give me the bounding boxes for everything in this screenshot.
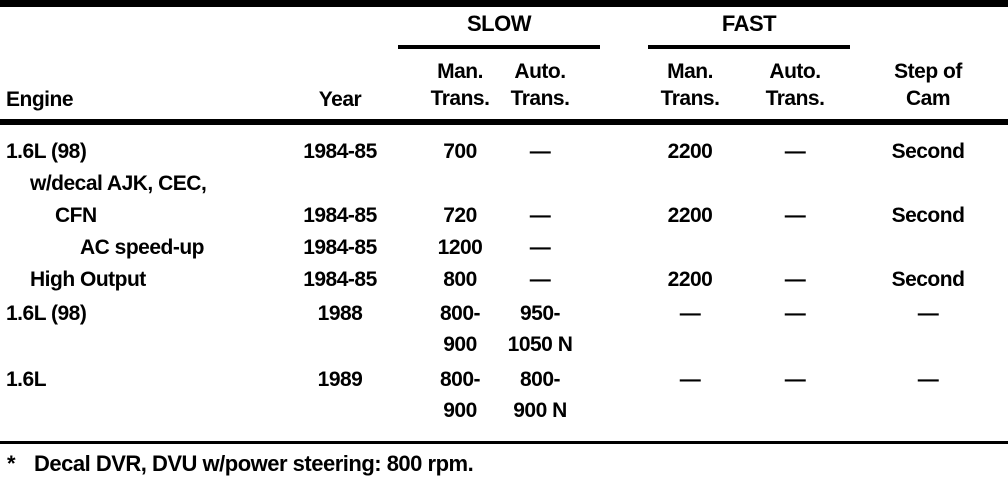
slow-auto-cell: — [529, 268, 551, 291]
footnote-asterisk: * [7, 451, 16, 476]
column-header-engine: Engine [6, 88, 74, 111]
column-header-step-of-cam: Step of Cam [894, 60, 962, 110]
slow-man-cell: 1200 [437, 236, 483, 259]
step-of-cam-cell: Second [891, 140, 965, 163]
year-cell: 1988 [317, 302, 363, 325]
engine-cell: 1.6L (98) [6, 140, 87, 163]
fast-man-cell: — [679, 302, 701, 325]
step-of-cam-cell: Second [891, 268, 965, 291]
slow-auto-cell: — [529, 236, 551, 259]
slow-auto-cell: — [529, 204, 551, 227]
column-group-fast: FAST [721, 11, 777, 36]
fast-auto-cell: — [784, 368, 806, 391]
fast-auto-cell: — [784, 268, 806, 291]
table-row: 1.6L 1989 800- 900 800- 900 N — — — [0, 364, 1008, 427]
slow-man-cell: 720 [443, 204, 477, 227]
table-row: AC speed-up 1984-85 1200 — [0, 232, 1008, 263]
year-cell: 1984-85 [303, 204, 377, 227]
table-row: High Output 1984-85 800 — 2200 — Second [0, 264, 1008, 295]
slow-auto-cell: — [529, 140, 551, 163]
slow-man-cell: 800- 900 [439, 302, 481, 356]
fast-man-cell: 2200 [667, 268, 713, 291]
column-header-fast-auto-trans: Auto. Trans. [765, 60, 825, 110]
top-rule [0, 0, 1008, 7]
footnote-rule [0, 441, 1008, 444]
slow-group-underline [398, 45, 600, 49]
step-of-cam-cell: — [917, 302, 939, 325]
engine-cell: CFN [55, 204, 97, 227]
table-row: CFN 1984-85 720 — 2200 — Second [0, 200, 1008, 231]
fast-auto-cell: — [784, 140, 806, 163]
engine-cell: 1.6L [6, 368, 47, 391]
fast-group-underline [648, 45, 850, 49]
fast-auto-cell: — [784, 302, 806, 325]
year-cell: 1984-85 [303, 268, 377, 291]
slow-auto-cell: 800- 900 N [513, 368, 567, 422]
fast-man-cell: 2200 [667, 204, 713, 227]
table-row: 1.6L (98) 1984-85 700 — 2200 — Second [0, 136, 1008, 167]
column-header-fast-man-trans: Man. Trans. [660, 60, 720, 110]
fast-man-cell: 2200 [667, 140, 713, 163]
table-row: w/decal AJK, CEC, [0, 168, 1008, 199]
slow-man-cell: 800 [443, 268, 477, 291]
step-of-cam-cell: Second [891, 204, 965, 227]
engine-cell: w/decal AJK, CEC, [30, 172, 207, 195]
year-cell: 1989 [317, 368, 363, 391]
year-cell: 1984-85 [303, 140, 377, 163]
column-header-slow-man-trans: Man. Trans. [430, 60, 490, 110]
slow-auto-cell: 950- 1050 N [507, 302, 573, 356]
header-bottom-rule [0, 119, 1008, 125]
engine-cell: 1.6L (98) [6, 302, 87, 325]
step-of-cam-cell: — [917, 368, 939, 391]
year-cell: 1984-85 [303, 236, 377, 259]
slow-man-cell: 700 [443, 140, 477, 163]
engine-cell: AC speed-up [80, 236, 205, 259]
column-header-year: Year [318, 88, 362, 111]
table-row: 1.6L (98) 1988 800- 900 950- 1050 N — — … [0, 298, 1008, 361]
column-header-slow-auto-trans: Auto. Trans. [510, 60, 570, 110]
fast-auto-cell: — [784, 204, 806, 227]
slow-man-cell: 800- 900 [439, 368, 481, 422]
column-group-slow: SLOW [467, 11, 532, 36]
footnote: * Decal DVR, DVU w/power steering: 800 r… [0, 451, 1008, 481]
fast-man-cell: — [679, 368, 701, 391]
footnote-text: Decal DVR, DVU w/power steering: 800 rpm… [34, 451, 474, 476]
engine-cell: High Output [30, 268, 146, 291]
